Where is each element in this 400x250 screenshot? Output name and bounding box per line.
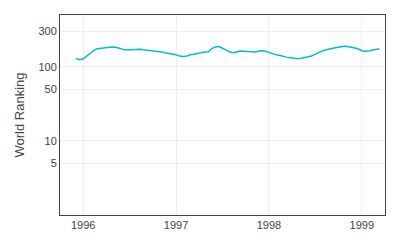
svg-text:World Ranking: World Ranking — [12, 72, 27, 157]
svg-text:1997: 1997 — [164, 219, 188, 231]
svg-text:300: 300 — [38, 25, 56, 37]
svg-text:1999: 1999 — [350, 219, 374, 231]
svg-text:100: 100 — [38, 61, 56, 73]
svg-text:10: 10 — [45, 135, 57, 147]
svg-text:50: 50 — [45, 83, 57, 95]
svg-text:5: 5 — [51, 157, 57, 169]
svg-text:1998: 1998 — [257, 219, 281, 231]
svg-text:1996: 1996 — [71, 219, 95, 231]
